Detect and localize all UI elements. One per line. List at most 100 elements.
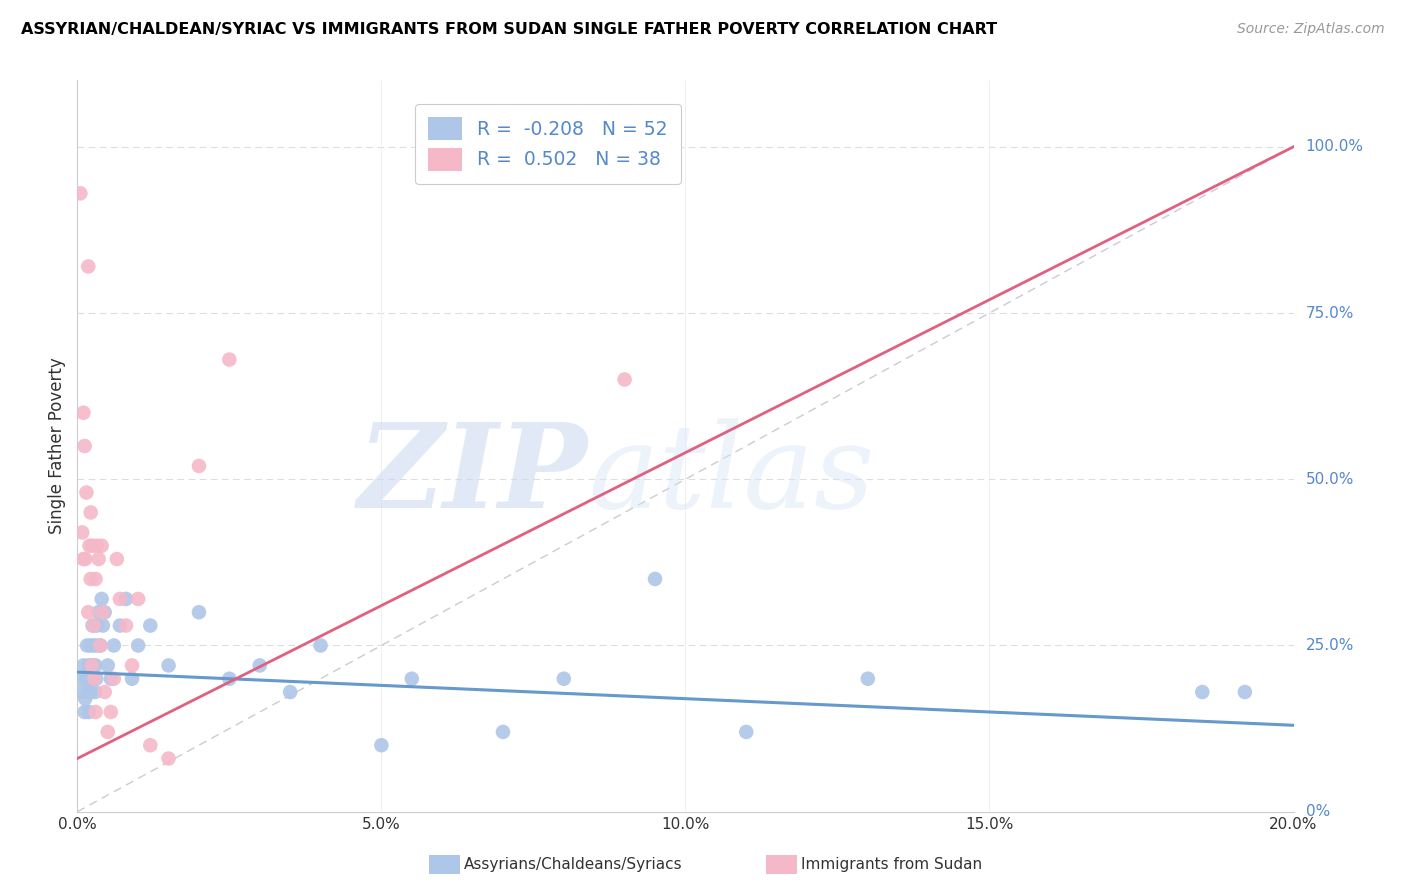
Point <box>97 725 120 739</box>
Point <box>91 605 114 619</box>
Point <box>84 685 107 699</box>
Y-axis label: Single Father Poverty: Single Father Poverty <box>48 358 66 534</box>
Point <box>73 439 96 453</box>
Point <box>83 618 105 632</box>
Point <box>70 685 93 699</box>
Text: 0%: 0% <box>1306 805 1330 819</box>
Point <box>613 372 636 386</box>
Point <box>90 539 112 553</box>
Point <box>218 672 240 686</box>
Point <box>188 458 211 473</box>
Point <box>1233 685 1256 699</box>
Point <box>84 705 107 719</box>
Point <box>401 672 423 686</box>
Point <box>218 352 240 367</box>
Point <box>115 591 138 606</box>
Point <box>80 658 103 673</box>
Point <box>76 685 98 699</box>
Text: ASSYRIAN/CHALDEAN/SYRIAC VS IMMIGRANTS FROM SUDAN SINGLE FATHER POVERTY CORRELAT: ASSYRIAN/CHALDEAN/SYRIAC VS IMMIGRANTS F… <box>21 22 997 37</box>
Point <box>139 618 162 632</box>
Text: Assyrians/Chaldeans/Syriacs: Assyrians/Chaldeans/Syriacs <box>464 857 682 871</box>
Point <box>72 552 94 566</box>
Point <box>370 738 392 752</box>
Point <box>121 658 143 673</box>
Point <box>103 639 125 653</box>
Point <box>82 618 104 632</box>
Point <box>115 618 138 632</box>
Point <box>93 605 115 619</box>
Point <box>735 725 758 739</box>
Point <box>73 705 96 719</box>
Point <box>87 552 110 566</box>
Point <box>84 658 107 673</box>
Point <box>82 539 104 553</box>
Point <box>157 658 180 673</box>
Point <box>139 738 162 752</box>
Point <box>77 605 100 619</box>
Point <box>86 639 108 653</box>
Text: atlas: atlas <box>588 417 875 533</box>
Text: 75.0%: 75.0% <box>1306 306 1354 320</box>
Point <box>80 658 103 673</box>
Point <box>80 672 103 686</box>
Point <box>492 725 515 739</box>
Point <box>127 639 149 653</box>
Point <box>127 591 149 606</box>
Point <box>72 658 94 673</box>
Point <box>84 572 107 586</box>
Point <box>75 672 97 686</box>
Text: ZIP: ZIP <box>359 417 588 533</box>
Point <box>79 672 101 686</box>
Point <box>80 572 103 586</box>
Point <box>553 672 575 686</box>
Point <box>83 672 105 686</box>
Point <box>83 672 105 686</box>
Point <box>97 658 120 673</box>
Point <box>77 658 100 673</box>
Point <box>249 658 271 673</box>
Point <box>93 685 115 699</box>
Text: 25.0%: 25.0% <box>1306 638 1354 653</box>
Point <box>856 672 879 686</box>
Point <box>69 186 91 201</box>
Point <box>100 705 122 719</box>
Point <box>77 260 100 274</box>
Text: Source: ZipAtlas.com: Source: ZipAtlas.com <box>1237 22 1385 37</box>
Legend: R =  -0.208   N = 52, R =  0.502   N = 38: R = -0.208 N = 52, R = 0.502 N = 38 <box>415 104 681 184</box>
Point <box>89 639 111 653</box>
Point <box>75 552 97 566</box>
Text: Immigrants from Sudan: Immigrants from Sudan <box>801 857 983 871</box>
Point <box>75 485 97 500</box>
Point <box>100 672 122 686</box>
Point <box>309 639 332 653</box>
Text: 100.0%: 100.0% <box>1306 139 1364 154</box>
Point <box>103 672 125 686</box>
Point <box>79 539 101 553</box>
Point <box>1191 685 1213 699</box>
Point <box>72 406 94 420</box>
Point <box>77 705 100 719</box>
Point <box>87 605 110 619</box>
Point <box>157 751 180 765</box>
Point <box>105 552 128 566</box>
Point <box>86 539 108 553</box>
Point <box>108 618 131 632</box>
Point <box>89 639 111 653</box>
Point <box>83 639 105 653</box>
Point <box>69 672 91 686</box>
Point <box>76 639 98 653</box>
Point <box>75 691 97 706</box>
Point <box>644 572 666 586</box>
Point <box>188 605 211 619</box>
Point <box>583 140 606 154</box>
Text: 50.0%: 50.0% <box>1306 472 1354 487</box>
Point <box>90 591 112 606</box>
Point <box>86 618 108 632</box>
Point <box>84 672 107 686</box>
Point <box>70 525 93 540</box>
Point <box>80 639 103 653</box>
Point <box>91 618 114 632</box>
Point <box>82 658 104 673</box>
Point <box>79 685 101 699</box>
Point <box>80 506 103 520</box>
